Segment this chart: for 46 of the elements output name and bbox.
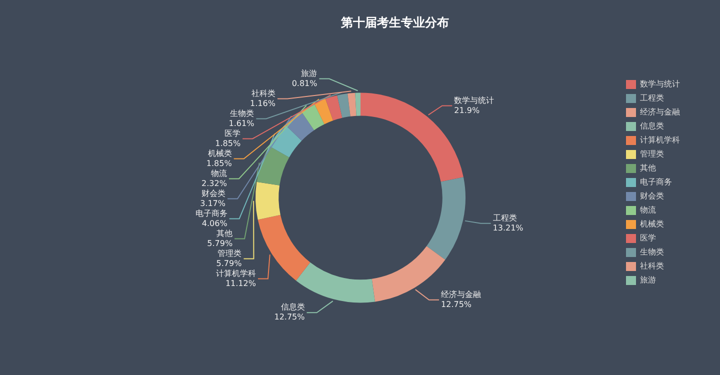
legend-label: 管理类 <box>640 150 664 159</box>
data-label: 5.79% <box>207 238 233 248</box>
data-label: 2.32% <box>202 178 228 188</box>
data-label: 0.81% <box>292 78 318 88</box>
slice-label: 管理类 <box>218 248 242 258</box>
legend-label: 机械类 <box>640 220 664 229</box>
slice-label: 机械类 <box>208 148 232 158</box>
slice-label: 数学与统计 <box>454 96 494 105</box>
legend-label: 数学与统计 <box>640 80 680 89</box>
data-label: 3.17% <box>200 198 226 208</box>
slice-label: 物流 <box>210 168 227 178</box>
legend-label: 电子商务 <box>640 178 672 187</box>
legend-label: 经济与金融 <box>640 108 680 117</box>
legend-label: 计算机学科 <box>640 136 680 145</box>
slice-label: 社科类 <box>251 88 276 98</box>
slice-label: 生物类 <box>230 108 254 118</box>
slice-label: 旅游 <box>301 68 318 78</box>
data-label: 1.85% <box>206 158 232 168</box>
slice-label: 医学 <box>224 128 241 138</box>
legend-label: 物流 <box>640 206 656 215</box>
data-label: 1.16% <box>250 98 276 108</box>
legend-label: 医学 <box>640 234 656 243</box>
data-label: 1.61% <box>228 118 255 128</box>
data-label: 11.12% <box>225 278 256 288</box>
data-label: 12.75% <box>274 312 306 322</box>
data-label: 21.9% <box>454 106 480 115</box>
data-label: 1.85% <box>215 138 241 148</box>
legend-label: 工程类 <box>640 94 664 103</box>
data-label: 12.75% <box>441 300 472 309</box>
chart-title: 第十届考生专业分布 <box>340 15 449 30</box>
slice-label: 经济与金融 <box>441 290 482 299</box>
slice-label: 计算机学科 <box>216 268 256 278</box>
legend-label: 旅游 <box>640 276 656 285</box>
legend-label: 生物类 <box>640 248 664 257</box>
slice-label: 其他 <box>216 228 233 238</box>
data-label: 13.21% <box>492 223 524 232</box>
legend-label: 社科类 <box>640 262 664 271</box>
slice-label: 信息类 <box>280 302 305 312</box>
data-label: 4.06% <box>202 218 228 228</box>
slice-label: 电子商务 <box>195 208 228 218</box>
slice-label: 工程类 <box>492 213 517 222</box>
legend-label: 其他 <box>640 164 656 173</box>
legend-label: 信息类 <box>640 122 664 131</box>
data-label: 5.79% <box>216 258 242 268</box>
slice-label: 财会类 <box>202 188 226 198</box>
legend-label: 财会类 <box>640 192 664 201</box>
